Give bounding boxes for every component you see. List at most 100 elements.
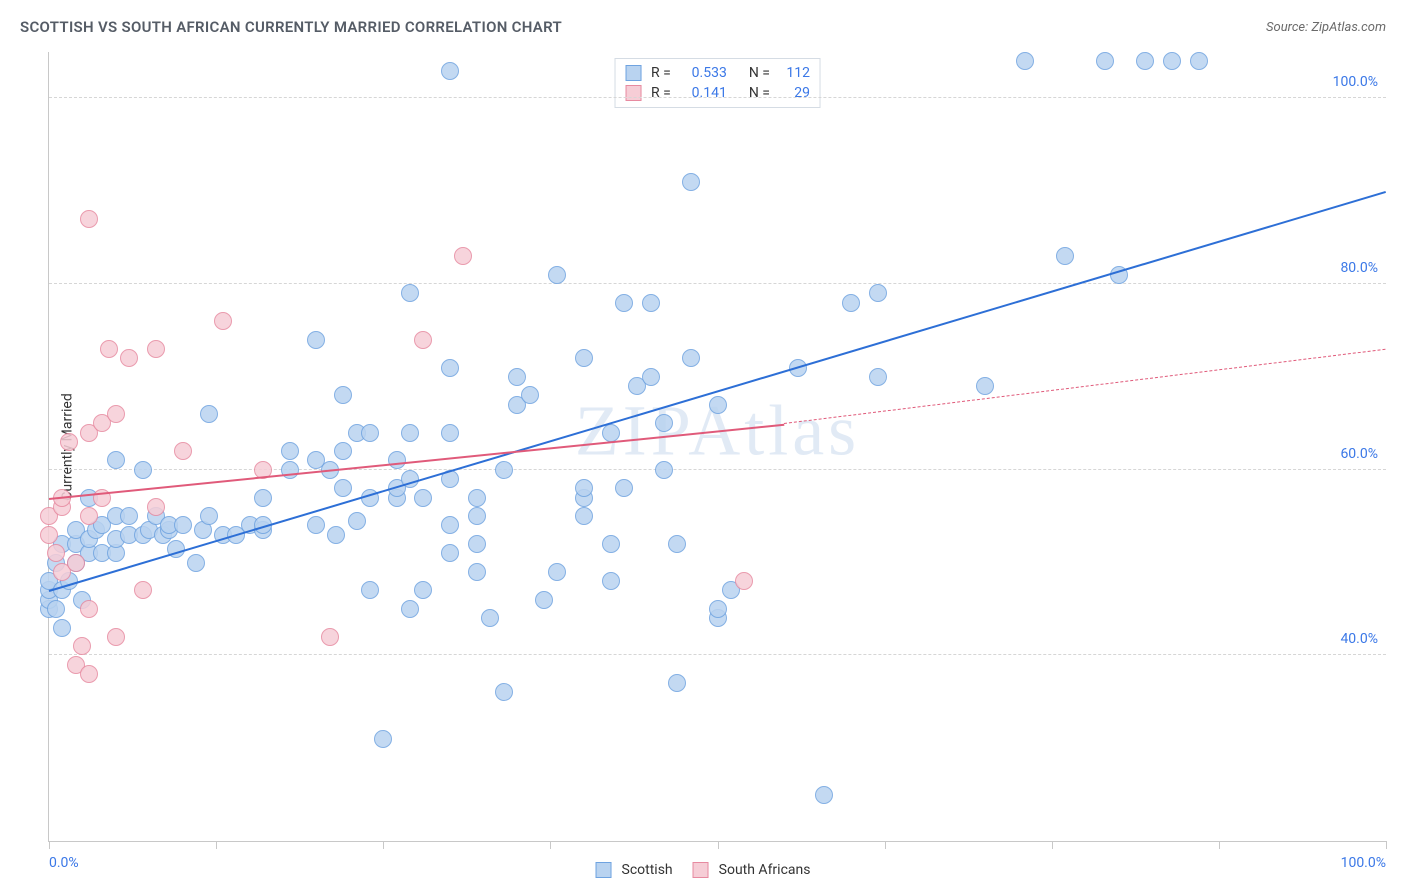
data-point [575,479,593,497]
legend-swatch [596,862,612,878]
data-point [334,386,352,404]
data-point [535,591,553,609]
gridline [49,469,1386,470]
data-point [147,498,165,516]
data-point [388,451,406,469]
data-point [47,600,65,618]
data-point [468,489,486,507]
data-point [80,600,98,618]
data-point [200,405,218,423]
x-tick [383,841,384,849]
data-point [1016,52,1034,70]
y-tick-label: 80.0% [1340,260,1378,276]
x-tick [1052,841,1053,849]
data-point [468,563,486,581]
chart-title: SCOTTISH VS SOUTH AFRICAN CURRENTLY MARR… [20,18,562,36]
data-point [414,331,432,349]
data-point [307,516,325,534]
data-point [174,516,192,534]
data-point [668,674,686,692]
data-point [441,516,459,534]
x-tick [49,841,50,849]
x-tick [1386,841,1387,849]
source-label: Source: [1266,20,1311,35]
data-point [187,554,205,572]
data-point [374,730,392,748]
data-point [468,535,486,553]
trend-line [784,349,1386,424]
x-tick-label: 100.0% [1341,855,1386,871]
y-tick-label: 100.0% [1333,74,1378,90]
data-point [321,628,339,646]
data-point [327,526,345,544]
r-label: R = [651,85,671,101]
data-point [73,637,91,655]
data-point [120,349,138,367]
data-point [40,526,58,544]
data-point [214,312,232,330]
n-label: N = [749,85,770,101]
data-point [334,479,352,497]
data-point [682,173,700,191]
data-point [548,563,566,581]
data-point [869,284,887,302]
n-label: N = [749,65,770,81]
data-point [134,461,152,479]
data-point [441,544,459,562]
gridline [49,283,1386,284]
legend-swatch [693,862,709,878]
series-legend: Scottish South Africans [596,862,811,878]
data-point [735,572,753,590]
gridline [49,654,1386,655]
data-point [361,581,379,599]
data-point [976,377,994,395]
data-point [869,368,887,386]
data-point [441,424,459,442]
source-name: ZipAtlas.com [1311,20,1386,35]
x-tick [885,841,886,849]
data-point [468,507,486,525]
correlation-legend-row: R = 0.533N = 112 [625,63,810,83]
x-tick [550,841,551,849]
data-point [254,489,272,507]
data-point [401,424,419,442]
data-point [401,284,419,302]
data-point [1056,247,1074,265]
data-point [495,683,513,701]
data-point [602,572,620,590]
data-point [602,535,620,553]
data-point [107,628,125,646]
data-point [709,600,727,618]
data-point [281,442,299,460]
data-point [414,489,432,507]
data-point [548,266,566,284]
data-point [1190,52,1208,70]
data-point [120,507,138,525]
data-point [615,479,633,497]
series-legend-item: Scottish [596,862,673,878]
data-point [709,396,727,414]
data-point [174,442,192,460]
data-point [80,507,98,525]
series-label: Scottish [622,862,673,878]
data-point [481,609,499,627]
r-value: 0.141 [677,85,727,101]
data-point [107,405,125,423]
data-point [682,349,700,367]
data-point [67,554,85,572]
data-point [348,512,366,530]
data-point [642,368,660,386]
data-point [495,461,513,479]
plot-area: ZIPAtlas R = 0.533N = 112R = 0.141N = 29… [48,52,1386,842]
data-point [1096,52,1114,70]
plot-area-wrap: Currently Married ZIPAtlas R = 0.533N = … [48,52,1386,842]
data-point [842,294,860,312]
data-point [200,507,218,525]
x-tick [216,841,217,849]
data-point [307,331,325,349]
series-label: South Africans [719,862,811,878]
data-point [615,294,633,312]
y-tick-label: 40.0% [1340,631,1378,647]
data-point [655,461,673,479]
x-tick [718,841,719,849]
